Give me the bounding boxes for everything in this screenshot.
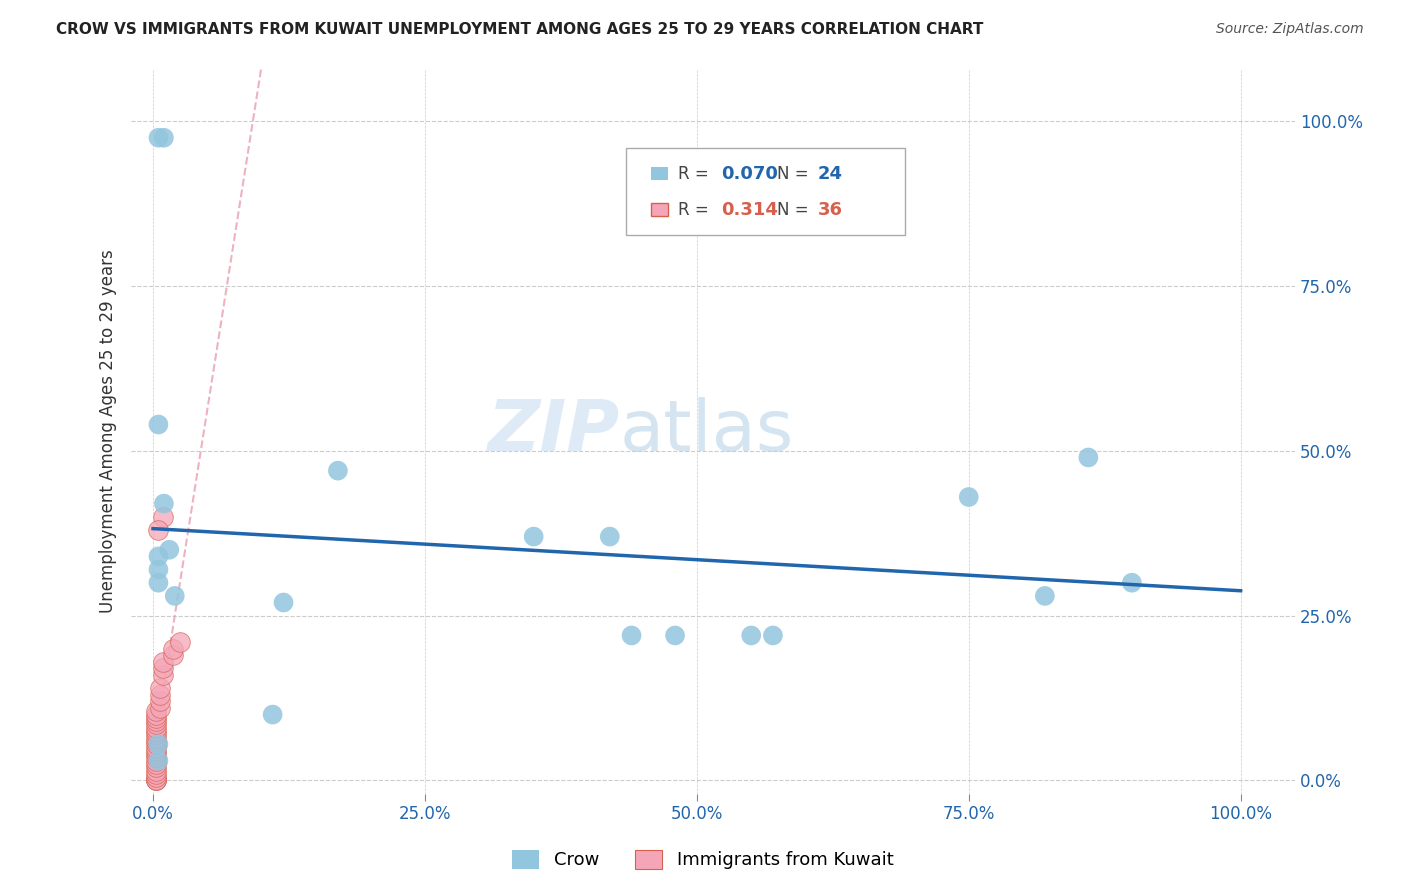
Point — [957, 490, 980, 504]
Point — [162, 641, 184, 656]
Text: Source: ZipAtlas.com: Source: ZipAtlas.com — [1216, 22, 1364, 37]
Point — [1077, 450, 1099, 465]
Point — [148, 562, 170, 576]
Point — [148, 130, 170, 145]
Point — [148, 737, 170, 751]
Point — [145, 757, 167, 772]
Point — [148, 681, 170, 696]
Point — [273, 595, 295, 609]
Point — [145, 744, 167, 758]
Point — [1033, 589, 1056, 603]
Point — [152, 655, 174, 669]
Point — [145, 734, 167, 748]
FancyBboxPatch shape — [651, 203, 668, 217]
Point — [145, 727, 167, 741]
Point — [620, 628, 643, 642]
FancyBboxPatch shape — [626, 148, 905, 235]
Point — [145, 737, 167, 751]
Point — [145, 767, 167, 781]
Point — [169, 635, 191, 649]
Point — [326, 464, 349, 478]
Point — [163, 589, 186, 603]
Point — [145, 717, 167, 731]
Point — [148, 701, 170, 715]
Point — [157, 542, 180, 557]
Point — [145, 707, 167, 722]
Point — [145, 764, 167, 778]
FancyBboxPatch shape — [651, 167, 668, 180]
Point — [145, 747, 167, 761]
Text: CROW VS IMMIGRANTS FROM KUWAIT UNEMPLOYMENT AMONG AGES 25 TO 29 YEARS CORRELATIO: CROW VS IMMIGRANTS FROM KUWAIT UNEMPLOYM… — [56, 22, 984, 37]
Point — [145, 740, 167, 755]
Y-axis label: Unemployment Among Ages 25 to 29 years: Unemployment Among Ages 25 to 29 years — [100, 249, 117, 613]
Point — [148, 575, 170, 590]
Point — [162, 648, 184, 663]
Point — [145, 773, 167, 788]
Point — [145, 711, 167, 725]
Text: 0.314: 0.314 — [721, 201, 778, 219]
Text: N =: N = — [778, 165, 814, 183]
Point — [145, 721, 167, 735]
Point — [145, 760, 167, 774]
Point — [152, 668, 174, 682]
Text: R =: R = — [678, 165, 714, 183]
Point — [145, 714, 167, 728]
Point — [262, 707, 284, 722]
Point — [1121, 575, 1143, 590]
Point — [145, 731, 167, 745]
Point — [148, 688, 170, 702]
Point — [148, 417, 170, 432]
Text: 0.070: 0.070 — [721, 165, 778, 183]
Point — [148, 549, 170, 564]
Point — [145, 754, 167, 768]
Text: 36: 36 — [818, 201, 842, 219]
Point — [148, 754, 170, 768]
Point — [762, 628, 785, 642]
Point — [152, 661, 174, 675]
Point — [153, 497, 176, 511]
Text: R =: R = — [678, 201, 714, 219]
Point — [152, 509, 174, 524]
Point — [145, 750, 167, 764]
Point — [145, 724, 167, 739]
Point — [153, 130, 176, 145]
Point — [145, 770, 167, 784]
Text: 24: 24 — [818, 165, 842, 183]
Text: N =: N = — [778, 201, 814, 219]
Point — [740, 628, 762, 642]
Text: ZIP: ZIP — [488, 397, 620, 466]
Point — [145, 704, 167, 718]
Point — [148, 694, 170, 708]
Legend: Crow, Immigrants from Kuwait: Crow, Immigrants from Kuwait — [503, 841, 903, 879]
Point — [145, 773, 167, 788]
Point — [148, 523, 170, 537]
Point — [664, 628, 686, 642]
Point — [599, 530, 621, 544]
Text: atlas: atlas — [620, 397, 794, 466]
Point — [145, 773, 167, 788]
Point — [523, 530, 546, 544]
